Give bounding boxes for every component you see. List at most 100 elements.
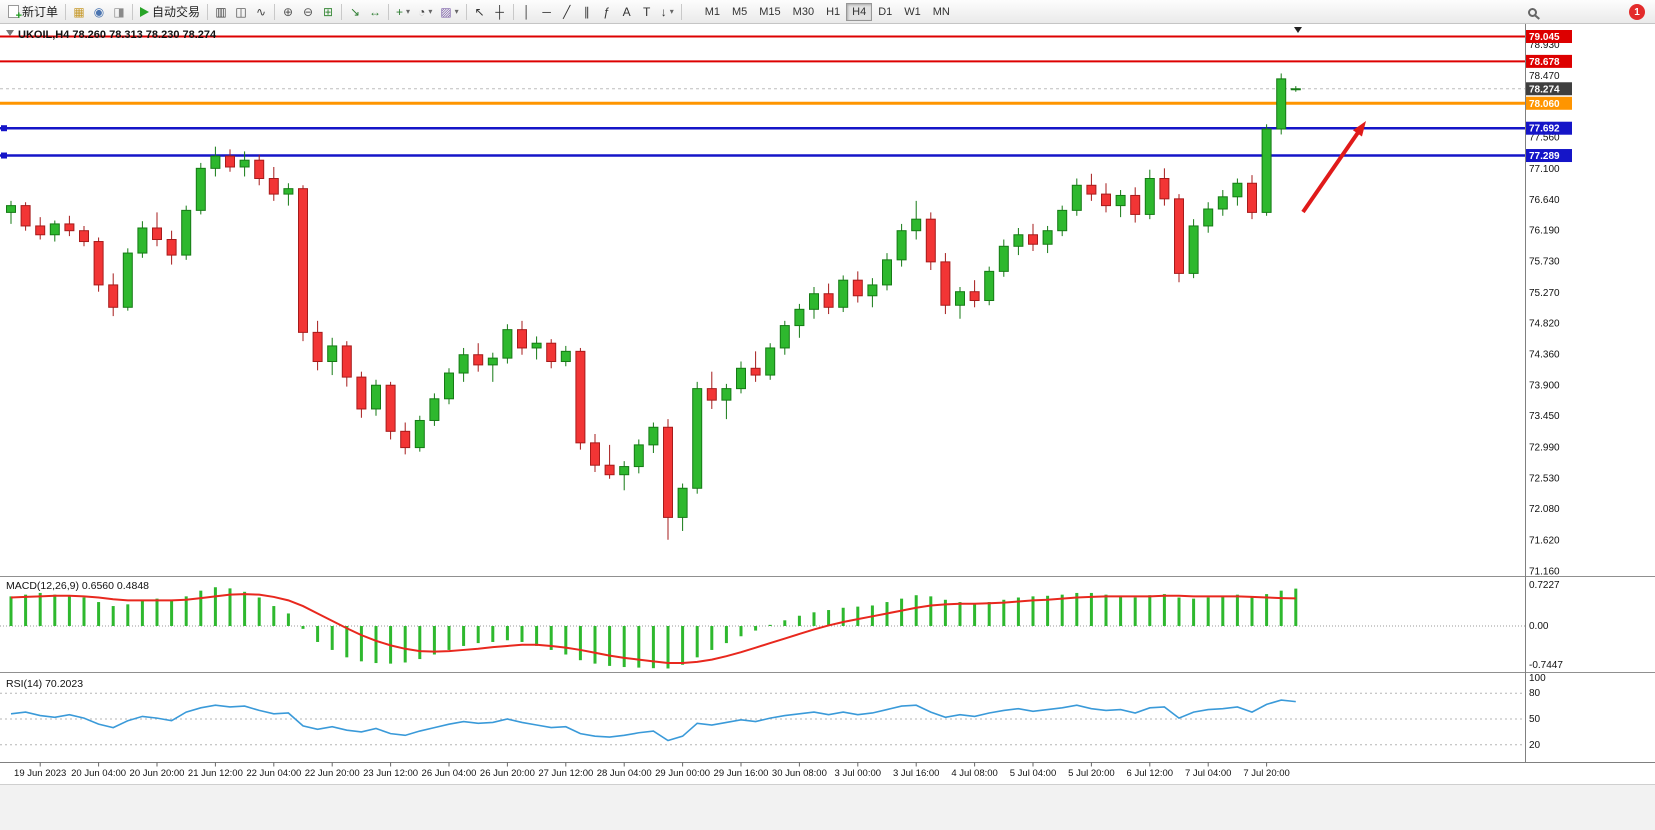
timeframe-m15[interactable]: M15 <box>759 5 781 18</box>
macd-bar <box>622 626 626 668</box>
candle-body <box>706 388 717 401</box>
one-click-trading-expander[interactable] <box>6 30 14 36</box>
timeframe-m30[interactable]: M30 <box>792 5 815 18</box>
templates-glyph: ▨ <box>440 4 452 19</box>
candle-body <box>1188 225 1199 274</box>
market-watch-icon[interactable]: ▦ <box>69 2 89 22</box>
macd-bar <box>535 626 539 646</box>
candle-body <box>487 357 498 366</box>
horizontal-line-icon[interactable]: ─ <box>537 2 557 22</box>
timeframe-h1[interactable]: H1 <box>826 5 841 18</box>
channel-icon[interactable]: ∥ <box>577 2 597 22</box>
macd-bar <box>476 626 480 644</box>
hline-handle[interactable] <box>1 125 7 132</box>
indicators-button[interactable]: + ▾ <box>392 2 414 22</box>
trend-arrow-annotation[interactable] <box>1301 127 1363 214</box>
price-axis-label: 74.360 <box>1529 350 1560 361</box>
price-tag-label: 78.060 <box>1529 99 1560 110</box>
auto-scroll-icon-glyph: ↘ <box>350 4 361 19</box>
crosshair-icon[interactable]: ┼ <box>490 2 510 22</box>
candle-body <box>152 227 162 241</box>
candle-body <box>502 329 513 359</box>
macd-bar <box>330 626 334 650</box>
price-axis-label: 72.530 <box>1529 474 1560 485</box>
time-axis-label: 20 Jun 20:00 <box>130 768 185 779</box>
window-bottom-strip <box>0 784 1655 830</box>
candle-body <box>1174 198 1184 274</box>
notification-badge[interactable]: 1 <box>1629 4 1645 20</box>
time-axis-label: 21 Jun 12:00 <box>188 768 243 779</box>
chart-shift-icon[interactable]: ↔ <box>365 2 385 22</box>
auto-scroll-icon[interactable]: ↘ <box>345 2 365 22</box>
macd-bar <box>929 596 933 626</box>
fibonacci-icon[interactable]: ƒ <box>597 2 617 22</box>
macd-bar <box>1235 594 1239 626</box>
timeframe-mn[interactable]: MN <box>932 5 950 18</box>
macd-bar <box>462 626 466 646</box>
templates-button[interactable]: ▨ ▾ <box>436 2 462 22</box>
rsi-axis-label: 80 <box>1529 688 1541 699</box>
candle-body <box>1276 78 1287 130</box>
vertical-line-icon[interactable]: │ <box>517 2 537 22</box>
time-axis-label: 3 Jul 16:00 <box>893 768 939 779</box>
periods-button[interactable]: ◔ ▾ <box>414 2 436 22</box>
macd-bar <box>345 626 349 658</box>
macd-bar <box>301 626 305 629</box>
candle-body <box>984 270 995 302</box>
candle-body <box>546 342 557 363</box>
macd-bar <box>754 626 758 631</box>
bar-chart-icon[interactable]: ▥ <box>211 2 231 22</box>
macd-bar <box>1279 590 1283 626</box>
macd-bar <box>286 613 290 626</box>
macd-bar <box>564 626 568 655</box>
candlestick-chart-icon[interactable]: ◫ <box>231 2 251 22</box>
timeframe-d1[interactable]: D1 <box>878 5 893 18</box>
arrows-tool-button[interactable]: ↓ ▾ <box>657 2 678 22</box>
hline-handle[interactable] <box>1 152 7 159</box>
text-icon[interactable]: A <box>617 2 637 22</box>
navigator-icon[interactable]: ◉ <box>89 2 109 22</box>
macd-bar <box>914 595 918 626</box>
search-icon[interactable] <box>1528 7 1537 17</box>
chart-shift-marker[interactable] <box>1294 27 1302 33</box>
candle-body <box>1159 178 1170 200</box>
time-axis-label: 29 Jun 16:00 <box>714 768 769 779</box>
candle-body <box>79 230 89 243</box>
autotrading-button[interactable]: 自动交易 <box>136 2 204 22</box>
timeframe-h4[interactable]: H4 <box>846 2 873 21</box>
candle-body <box>1290 88 1301 91</box>
macd-bar <box>1046 595 1050 626</box>
macd-bar <box>1031 596 1035 626</box>
horizontal-line-icon-glyph: ─ <box>542 4 551 19</box>
arrows-tool-glyph: ↓ <box>660 4 667 19</box>
text-label-icon-glyph: T <box>643 4 651 19</box>
macd-bar <box>1148 595 1152 626</box>
macd-bar <box>1177 597 1181 626</box>
macd-bar <box>97 602 101 626</box>
cursor-icon[interactable]: ↖ <box>470 2 490 22</box>
price-axis-label: 78.470 <box>1529 71 1560 82</box>
macd-bar <box>812 612 816 626</box>
line-chart-icon[interactable]: ∿ <box>251 2 271 22</box>
zoom-out-icon[interactable]: ⊖ <box>298 2 318 22</box>
caret-down-icon: ▾ <box>454 6 459 16</box>
text-label-icon[interactable]: T <box>637 2 657 22</box>
trendline-icon[interactable]: ╱ <box>557 2 577 22</box>
data-window-icon[interactable]: ◨ <box>109 2 129 22</box>
timeframe-m5[interactable]: M5 <box>731 5 748 18</box>
chart-shift-icon-glyph: ↔ <box>369 4 382 19</box>
timeframe-m1[interactable]: M1 <box>704 5 720 18</box>
fibonacci-icon-glyph: ƒ <box>603 4 611 19</box>
timeframe-w1[interactable]: W1 <box>904 5 921 18</box>
tile-windows-icon[interactable]: ⊞ <box>318 2 338 22</box>
candle-body <box>531 342 542 349</box>
new-order-button[interactable]: 新订单 <box>4 2 62 22</box>
toolbar-separator <box>680 3 682 20</box>
zoom-in-icon[interactable]: ⊕ <box>278 2 298 22</box>
toolbar-separator <box>65 3 67 20</box>
trend-arrow-head[interactable] <box>1352 121 1366 137</box>
candle-body <box>414 419 425 449</box>
candle-body <box>852 279 863 297</box>
macd-bar <box>9 596 13 626</box>
